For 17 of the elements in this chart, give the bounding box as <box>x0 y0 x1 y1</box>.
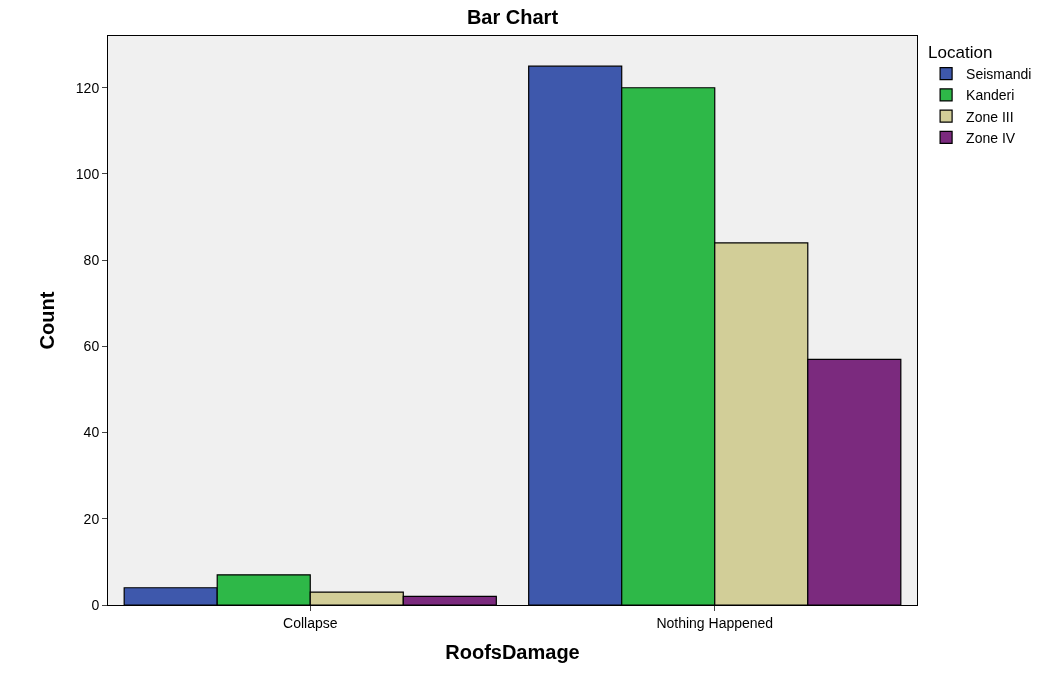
legend-label: Seismandi <box>966 66 1032 83</box>
legend-title: Location <box>928 43 993 63</box>
y-tick-label: 100 <box>75 165 100 182</box>
y-tick-label: 120 <box>75 79 100 96</box>
y-tick-label: 40 <box>83 424 100 441</box>
y-axis-title: Count <box>36 291 59 350</box>
y-tick-label: 80 <box>83 252 100 269</box>
y-tick-label: 0 <box>91 596 100 613</box>
x-tick-label: Nothing Happened <box>656 614 774 631</box>
legend-label: Kanderi <box>966 87 1015 104</box>
x-tick-label: Collapse <box>283 614 338 631</box>
legend-label: Zone IV <box>966 129 1016 146</box>
x-axis-title: RoofsDamage <box>445 641 580 664</box>
y-tick-label: 20 <box>83 510 100 527</box>
y-tick-label: 60 <box>83 338 100 355</box>
chart-title: Bar Chart <box>466 6 559 29</box>
legend-label: Zone III <box>966 108 1014 125</box>
